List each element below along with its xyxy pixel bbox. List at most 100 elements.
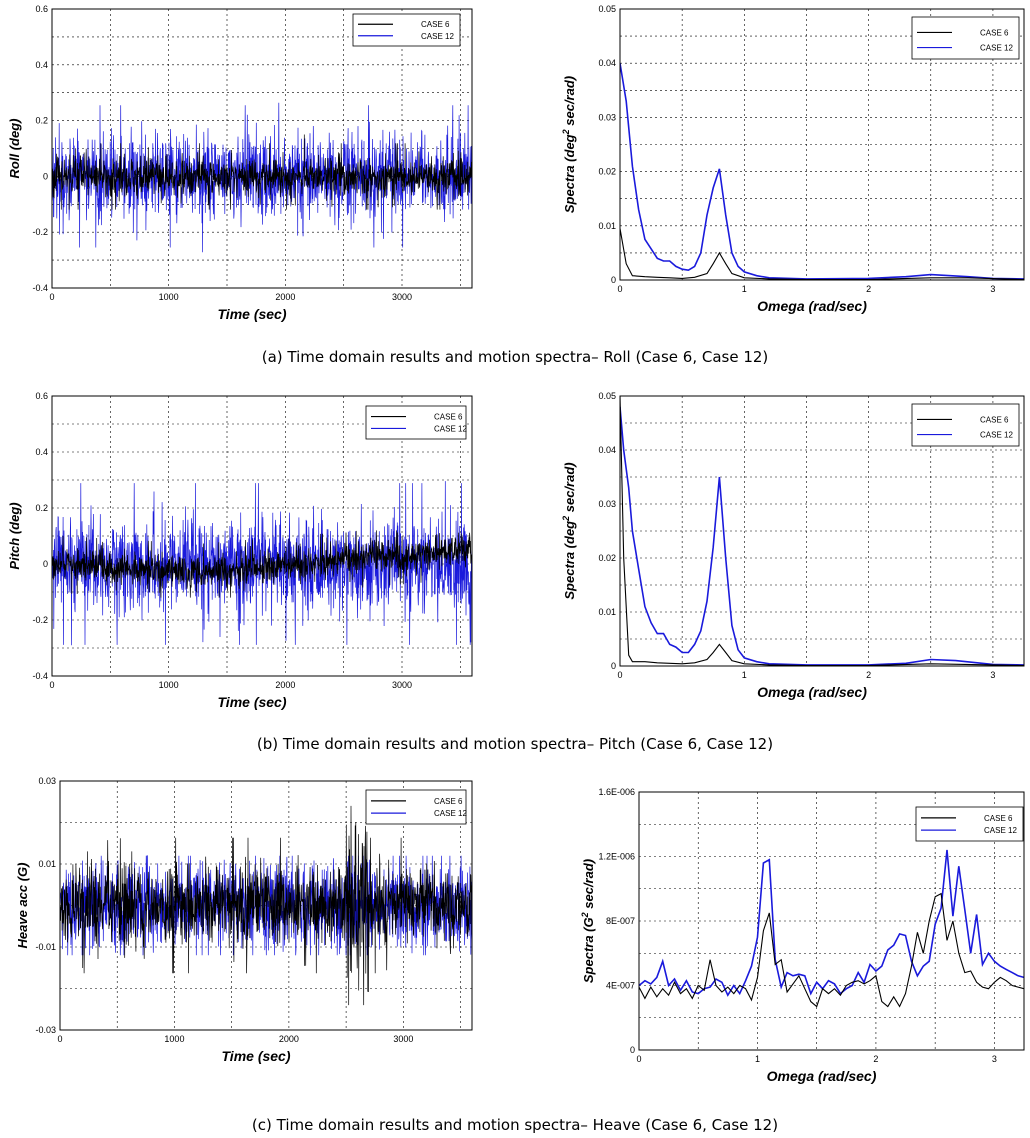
- y-axis-label: Spectra (G2 sec/rad): [580, 859, 596, 983]
- x-axis-label: Time (sec): [222, 1048, 291, 1064]
- x-tick-label: 2: [873, 1054, 878, 1064]
- x-tick-label: 2000: [279, 1034, 299, 1044]
- legend: CASE 6 CASE 12: [915, 806, 1024, 842]
- y-tick-label: 0: [611, 275, 616, 285]
- x-tick-label: 0: [57, 1034, 62, 1044]
- pitch-time-chart: 0 1000 2000 3000 -0.4 -0.2 0 0.2 0.4 0.6 Time (sec…: [7, 391, 473, 710]
- caption-roll: (a) Time domain results and motion spect…: [262, 348, 769, 366]
- y-tick-label: 8E-007: [606, 916, 635, 926]
- legend-label: CASE 12: [980, 44, 1013, 53]
- y-tick-label: 0.01: [598, 607, 616, 617]
- y-tick-label: 0.05: [598, 391, 616, 401]
- legend: CASE 6 CASE 12: [352, 13, 461, 47]
- plot-frame: [638, 791, 1025, 1051]
- y-tick-label: 0.02: [598, 167, 616, 177]
- plot-frame: [51, 8, 473, 289]
- legend: CASE 6 CASE 12: [365, 405, 467, 440]
- legend-label: CASE 6: [980, 415, 1009, 424]
- y-tick-label: 0: [43, 171, 48, 181]
- legend-label: CASE 6: [980, 28, 1009, 37]
- x-tick-label: 3: [992, 1054, 997, 1064]
- y-tick-label: 0.6: [35, 4, 48, 14]
- plot-area: [52, 102, 472, 253]
- x-tick-label: 1000: [164, 1034, 184, 1044]
- y-tick-label: -0.2: [32, 615, 48, 625]
- y-tick-label: 0.01: [38, 859, 56, 869]
- series-case-12-line: [620, 406, 1024, 666]
- x-tick-label: 1000: [159, 680, 179, 690]
- y-tick-label: 0.4: [35, 60, 48, 70]
- y-tick-label: 0.2: [35, 503, 48, 513]
- x-axis-label: Time (sec): [218, 694, 287, 710]
- y-tick-label: 0: [611, 661, 616, 671]
- y-tick-label: 0: [630, 1045, 635, 1055]
- x-axis-label: Time (sec): [218, 306, 287, 322]
- y-axis-label: Spectra (deg2 sec/rad): [561, 76, 577, 213]
- y-tick-label: 0.4: [35, 447, 48, 457]
- caption-heave: (c) Time domain results and motion spect…: [252, 1116, 778, 1134]
- roll-time-chart: 0 1000 2000 3000 -0.4 -0.2 0 0.2 0.4 0.6 Time (sec…: [7, 4, 473, 322]
- legend: CASE 6 CASE 12: [911, 403, 1020, 447]
- plot-area: [60, 805, 472, 1006]
- x-tick-label: 3000: [392, 680, 412, 690]
- plot-frame: [619, 8, 1025, 281]
- x-tick-label: 0: [617, 284, 622, 294]
- y-tick-label: 0.03: [38, 776, 56, 786]
- legend-label: CASE 12: [421, 32, 454, 41]
- y-tick-label: 0.05: [598, 4, 616, 14]
- y-tick-label: -0.4: [32, 671, 48, 681]
- legend-label: CASE 6: [434, 797, 463, 806]
- plot-area: [52, 481, 472, 646]
- x-tick-label: 0: [617, 670, 622, 680]
- x-tick-label: 0: [49, 292, 54, 302]
- y-axis-label: Spectra (deg2 sec/rad): [561, 462, 577, 599]
- y-tick-label: 0.01: [598, 221, 616, 231]
- y-tick-label: -0.03: [35, 1025, 56, 1035]
- y-tick-label: -0.2: [32, 227, 48, 237]
- series-case-6-line: [52, 530, 472, 598]
- x-tick-label: 2: [866, 670, 871, 680]
- y-tick-label: 0.02: [598, 553, 616, 563]
- y-tick-label: 1.2E-006: [598, 852, 635, 862]
- series-case-6-line: [60, 805, 472, 1006]
- x-tick-label: 3000: [393, 1034, 413, 1044]
- y-tick-label: 4E-007: [606, 981, 635, 991]
- legend-label: CASE 6: [984, 814, 1013, 823]
- x-tick-label: 1000: [159, 292, 179, 302]
- plot-frame: [59, 780, 473, 1031]
- x-tick-label: 1: [742, 284, 747, 294]
- legend: CASE 6 CASE 12: [911, 16, 1020, 60]
- x-tick-label: 2000: [275, 680, 295, 690]
- roll-spectra-chart: 0 1 2 3 0 0.01 0.02 0.03 0.04 0.05 Omega (rad/sec)…: [561, 4, 1025, 314]
- series-case-12-line: [639, 849, 1024, 997]
- series-case-12-line: [60, 855, 472, 956]
- y-tick-label: 1.6E-006: [598, 787, 635, 797]
- x-tick-label: 1: [755, 1054, 760, 1064]
- y-tick-label: 0.04: [598, 445, 616, 455]
- y-tick-label: -0.01: [35, 942, 56, 952]
- pitch-spectra-chart: 0 1 2 3 0 0.01 0.02 0.03 0.04 0.05 Omega (rad/sec)…: [561, 391, 1025, 700]
- series-case-12-line: [620, 63, 1024, 280]
- x-tick-label: 2000: [275, 292, 295, 302]
- heave-time-chart: 0 1000 2000 3000 -0.03 -0.01 0.01 0.03 Time (sec…: [15, 776, 473, 1064]
- y-tick-label: -0.4: [32, 283, 48, 293]
- x-tick-label: 2: [866, 284, 871, 294]
- y-tick-label: 0.03: [598, 499, 616, 509]
- legend: CASE 6 CASE 12: [365, 789, 467, 825]
- legend-label: CASE 12: [434, 809, 467, 818]
- plot-frame: [619, 395, 1025, 667]
- plot-area: [639, 849, 1024, 1008]
- legend-label: CASE 12: [434, 424, 467, 433]
- series-case-6-line: [639, 892, 1024, 1008]
- y-axis-label: Roll (deg): [7, 119, 22, 179]
- y-axis-label: Pitch (deg): [7, 502, 22, 569]
- x-tick-label: 1: [742, 670, 747, 680]
- heave-spectra-chart: 0 1 2 3 0 4E-007 8E-007 1.2E-006 1.6E-006 Omega (…: [580, 787, 1025, 1084]
- series-case-12-line: [52, 481, 472, 646]
- x-axis-label: Omega (rad/sec): [757, 684, 867, 700]
- x-axis-label: Omega (rad/sec): [767, 1068, 877, 1084]
- plot-frame: [51, 395, 473, 677]
- x-tick-label: 0: [49, 680, 54, 690]
- x-tick-label: 3000: [392, 292, 412, 302]
